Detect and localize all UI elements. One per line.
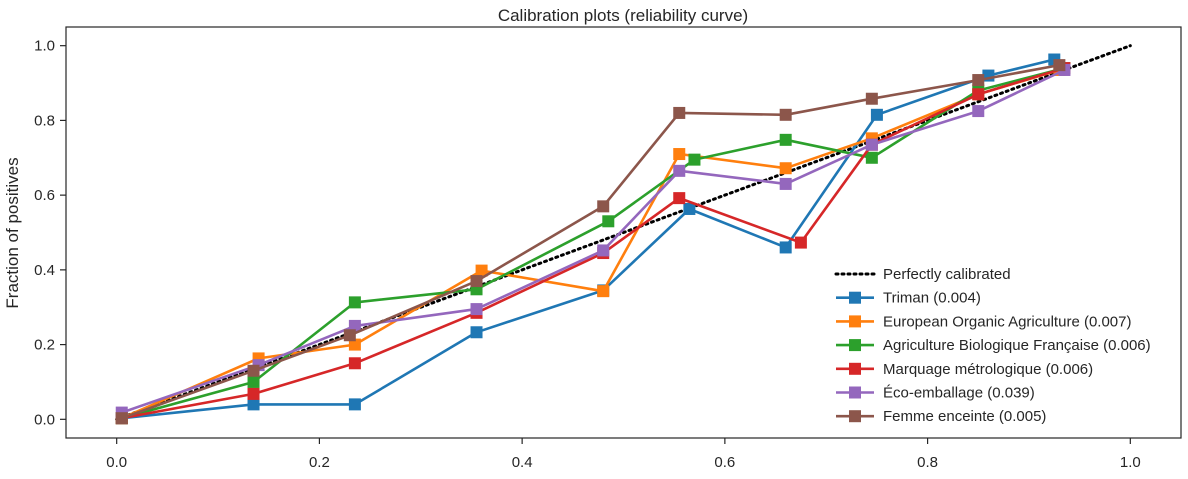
series-line-3 [121,66,1065,420]
data-point-marker [247,375,260,388]
x-tick-label: 0.0 [106,454,127,471]
chart-title: Calibration plots (reliability curve) [498,6,748,25]
data-point-marker [673,164,686,177]
y-tick-label: 0.2 [34,337,55,354]
data-point-marker [247,387,260,400]
y-tick-label: 0.0 [34,411,55,428]
data-point-marker [972,88,985,101]
data-point-marker [247,398,260,411]
legend-label: European Organic Agriculture (0.007) [883,313,1131,330]
legend-swatch-marker [849,291,861,304]
data-point-marker [602,215,615,228]
data-point-marker [348,296,361,309]
data-point-marker [779,108,792,121]
data-point-marker [972,74,985,87]
data-point-marker [794,236,807,249]
data-point-marker [597,200,610,213]
legend-swatch-marker [849,410,861,423]
data-point-marker [348,357,361,370]
data-point-marker [348,319,361,332]
x-tick-label: 0.8 [917,454,938,471]
legend-swatch-marker [849,386,861,399]
y-tick-label: 0.8 [34,112,55,129]
plot-area [115,44,1132,425]
data-point-marker [865,151,878,164]
data-point-marker [779,241,792,254]
legend-label: Marquage métrologique (0.006) [883,361,1093,378]
x-tick-label: 0.6 [714,454,735,471]
data-point-marker [779,133,792,146]
data-point-marker [247,364,260,377]
series-line-0 [121,58,1055,420]
y-tick-label: 0.4 [34,262,55,279]
data-point-marker [779,162,792,175]
data-point-marker [673,106,686,119]
legend-label: Éco-emballage (0.039) [883,385,1035,402]
data-point-marker [870,108,883,121]
data-point-marker [475,264,488,277]
data-point-marker [348,338,361,351]
data-point-marker [673,192,686,205]
data-point-marker [865,92,878,105]
data-point-marker [470,326,483,339]
series-line-5 [121,63,1060,420]
data-point-marker [343,329,356,342]
x-tick-label: 0.2 [309,454,330,471]
data-point-marker [779,177,792,190]
series-line-4 [121,68,1065,414]
legend-label: Perfectly calibrated [883,266,1011,283]
data-point-marker [673,148,686,161]
data-point-marker [348,398,361,411]
data-point-marker [470,275,483,288]
x-tick-label: 0.4 [512,454,533,471]
x-tick-label: 1.0 [1120,454,1141,471]
legend-swatch-marker [849,315,861,328]
data-point-marker [115,412,128,425]
data-point-marker [865,138,878,151]
legend: Perfectly calibrated Triman (0.004) Europe… [834,266,1151,425]
axes: 0.0 0.2 0.4 0.6 0.8 1.0 0.0 0.2 0.4 0.6 0.8 1.0 [34,26,1182,471]
plot-frame [65,26,1182,439]
y-axis-label: Fraction of positives [3,157,22,308]
data-point-marker [972,105,985,118]
legend-label: Femme enceinte (0.005) [883,408,1046,425]
data-point-marker [688,153,701,166]
legend-swatch-marker [849,339,861,352]
y-tick-label: 1.0 [34,38,55,55]
data-point-marker [470,303,483,316]
legend-swatch-marker [849,362,861,375]
series-line-2 [121,66,1065,420]
data-point-marker [1053,59,1066,72]
legend-label: Agriculture Biologique Française (0.006) [883,337,1151,354]
data-point-marker [597,244,610,257]
y-tick-label: 0.6 [34,187,55,204]
data-point-marker [683,202,696,215]
data-point-marker [597,285,610,298]
legend-label: Triman (0.004) [883,290,981,307]
